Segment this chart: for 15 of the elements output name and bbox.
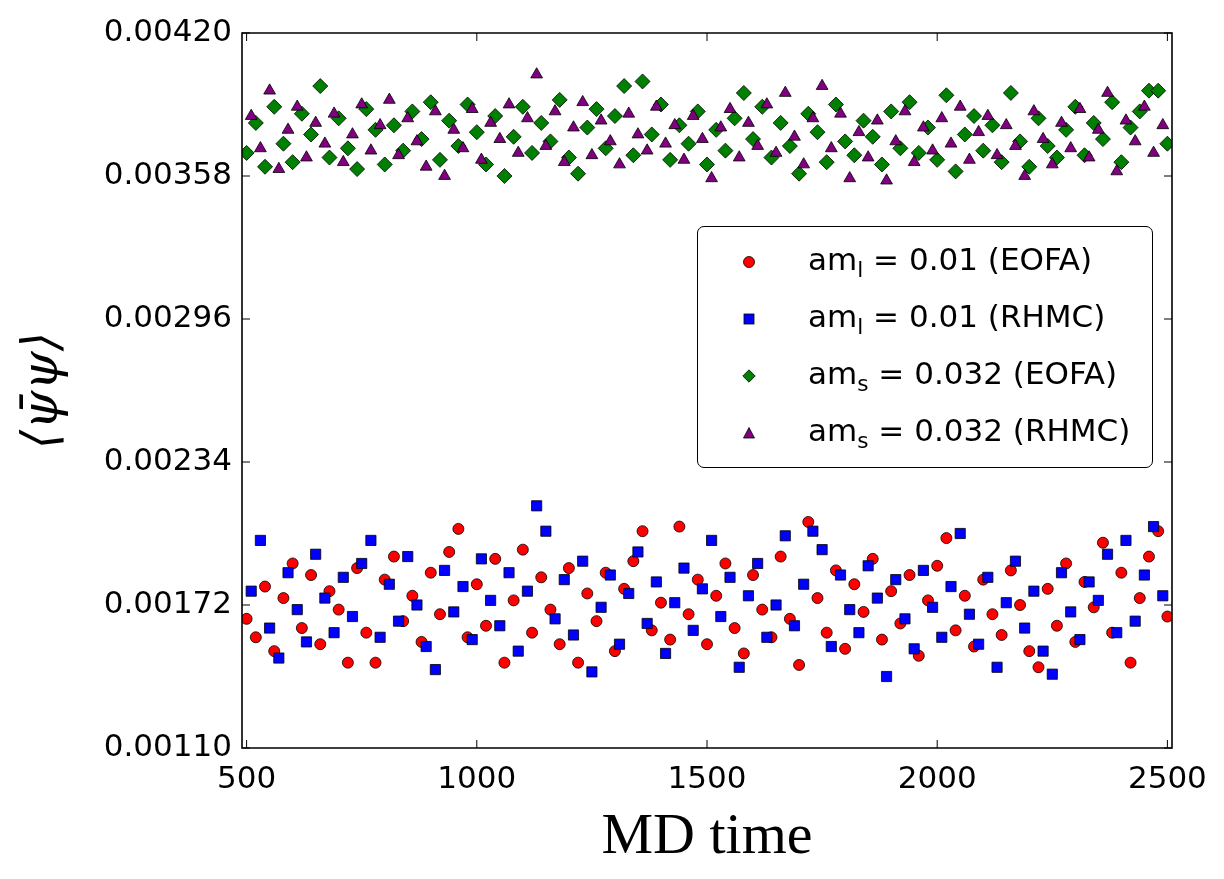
y-tick-label: 0.00296: [103, 298, 232, 335]
x-tick-label: 1500: [667, 758, 747, 795]
legend-label: am$_{l}$ = 0.01 (EOFA): [808, 240, 1093, 283]
legend-label: am$_{s}$ = 0.032 (RHMC): [808, 411, 1131, 454]
y-tick-label: 0.00234: [103, 441, 232, 478]
legend-label: am$_{s}$ = 0.032 (EOFA): [808, 354, 1118, 397]
x-tick-label: 1000: [437, 758, 517, 795]
y-axis-title: ⟨ψ̄ψ⟩: [10, 331, 69, 450]
x-tick-label: 2000: [897, 758, 977, 795]
y-tick-label: 0.00358: [103, 155, 232, 192]
legend-label: am$_{l}$ = 0.01 (RHMC): [808, 297, 1106, 340]
x-tick-label: 2500: [1127, 758, 1207, 795]
x-axis-title: MD time: [601, 801, 813, 867]
y-tick-label: 0.00420: [103, 12, 232, 49]
y-tick-label: 0.00172: [103, 584, 232, 621]
